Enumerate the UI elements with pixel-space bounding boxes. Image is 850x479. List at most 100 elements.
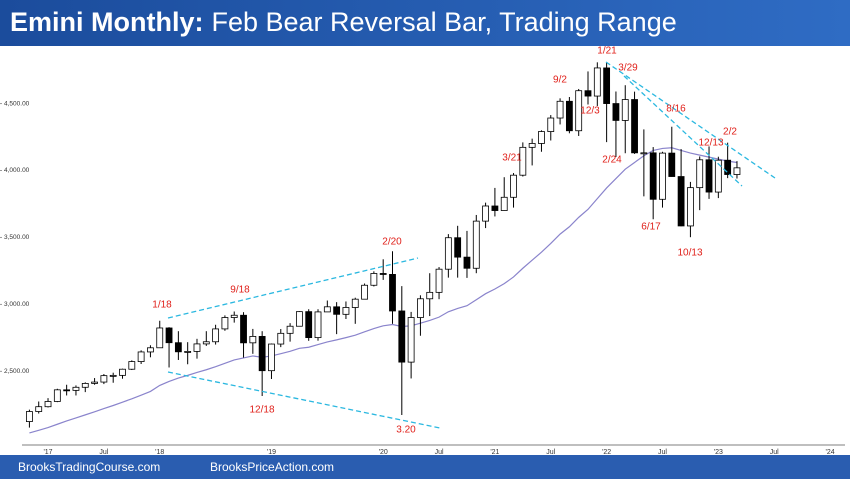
annotation: 8/16: [666, 104, 686, 115]
y-tick-label: 4,500.00: [4, 100, 30, 107]
candle-body: [286, 325, 294, 334]
annotation: 9/2: [553, 75, 567, 86]
candle-body: [687, 187, 694, 227]
candle-body: [202, 341, 210, 345]
annotation: 12/13: [698, 138, 723, 149]
candle-body: [53, 389, 61, 402]
x-tick-label: '18: [155, 449, 164, 456]
candle-body: [193, 343, 201, 352]
trend-line: [167, 371, 441, 429]
x-tick-label: Jul: [546, 449, 555, 456]
candle-body: [156, 327, 164, 349]
candle-body: [35, 406, 43, 412]
candle-body: [668, 152, 676, 177]
candle-body: [314, 311, 322, 339]
candle-body: [659, 152, 666, 200]
x-tick-label: '23: [714, 449, 723, 456]
candle-body: [147, 347, 154, 353]
y-tick-label: 3,500.00: [4, 234, 30, 241]
annotation: 1/21: [597, 46, 617, 57]
annotation: 3/21: [502, 153, 522, 164]
candle-body: [500, 196, 508, 211]
y-tick-label: 3,000.00: [4, 301, 30, 308]
candle-body: [379, 273, 387, 275]
annotation: 9/18: [230, 285, 250, 296]
candle-body: [565, 100, 573, 132]
x-tick-label: '19: [267, 449, 276, 456]
annotation: 2/2: [723, 127, 737, 138]
candle-body: [547, 117, 555, 132]
candle-body: [677, 176, 685, 227]
candle-body: [295, 311, 303, 327]
candle-body: [258, 336, 266, 372]
candle-body: [733, 167, 741, 175]
annotation: 3.20: [396, 425, 416, 436]
candle-body: [603, 67, 611, 104]
candle-body: [184, 351, 192, 353]
candle-body: [268, 343, 275, 372]
candle-body: [277, 332, 285, 345]
candle-body: [538, 131, 545, 144]
candle-body: [705, 159, 713, 193]
candle-body: [221, 317, 229, 330]
candle-body: [398, 310, 406, 363]
footer-banner: [0, 455, 850, 479]
annotation: 12/3: [580, 106, 600, 117]
annotation: 12/18: [249, 405, 274, 416]
candle-body: [612, 103, 620, 121]
x-tick-label: '22: [602, 449, 611, 456]
candle-body: [491, 205, 499, 211]
trend-line: [605, 61, 776, 179]
annotation: 3/29: [618, 63, 638, 74]
annotation: 1/18: [152, 300, 172, 311]
candle-body: [361, 284, 368, 300]
candle-body: [323, 306, 331, 313]
candle-body: [454, 237, 462, 258]
candle-body: [128, 361, 136, 370]
candle-body: [119, 368, 126, 376]
x-tick-label: Jul: [435, 449, 444, 456]
candle-body: [510, 174, 517, 198]
moving-average: [29, 147, 738, 434]
candle-body: [109, 374, 117, 377]
candle-body: [44, 401, 52, 408]
candle-body: [212, 328, 220, 343]
candle-body: [249, 336, 257, 344]
candle-body: [230, 314, 238, 318]
candle-body: [575, 90, 583, 132]
x-tick-label: '21: [490, 449, 499, 456]
candle-body: [389, 274, 396, 312]
candle-body: [444, 237, 452, 270]
candle-body: [91, 381, 98, 384]
trend-line: [623, 75, 743, 187]
x-tick-label: Jul: [99, 449, 108, 456]
y-tick-label: 2,500.00: [4, 368, 30, 375]
trend-line: [167, 257, 419, 319]
candle-body: [519, 146, 527, 176]
candle-body: [370, 273, 378, 286]
x-tick-label: '17: [43, 449, 52, 456]
annotation: 2/24: [602, 155, 622, 166]
candle-body: [426, 291, 434, 300]
annotation: 2/20: [382, 237, 402, 248]
chart-title: Emini Monthly: Feb Bear Reversal Bar, Tra…: [10, 7, 677, 37]
candle-body: [240, 314, 247, 344]
candle-body: [528, 143, 536, 148]
plot-area: 2,500.00 3,000.00 3,500.00 4,000.00 4,500.00…: [0, 62, 835, 456]
annotation: 6/17: [641, 222, 661, 233]
candle-body: [640, 152, 648, 155]
candle-body: [137, 351, 145, 362]
candle-body: [631, 99, 638, 154]
candle-body: [63, 389, 71, 392]
candle-body: [482, 205, 489, 222]
candle-body: [417, 298, 424, 318]
candle-body: [26, 411, 33, 422]
candle-body: [472, 220, 480, 269]
header-banner: [0, 0, 850, 46]
y-tick-label: 4,000.00: [4, 167, 30, 174]
candle-body: [342, 307, 350, 315]
candle-body: [593, 67, 601, 97]
candle-body: [72, 386, 80, 391]
candle-body: [407, 317, 415, 363]
candle-body: [351, 298, 359, 308]
